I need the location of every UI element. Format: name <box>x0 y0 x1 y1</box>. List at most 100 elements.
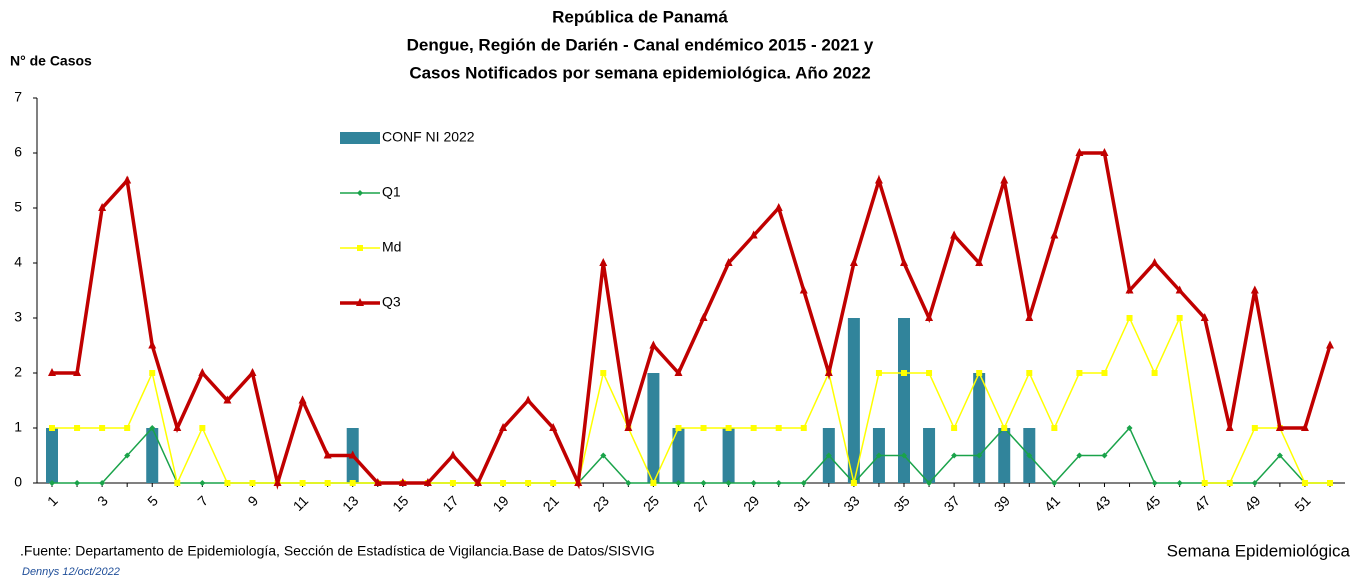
point <box>323 450 332 459</box>
x-tick-label: 17 <box>439 492 461 514</box>
point <box>1225 423 1234 431</box>
point <box>248 368 257 376</box>
point <box>650 480 657 486</box>
point <box>99 480 106 486</box>
point <box>1200 313 1209 321</box>
point <box>223 395 232 404</box>
legend-swatch <box>340 132 380 144</box>
x-tick-label: 35 <box>890 492 912 514</box>
bar <box>973 373 986 483</box>
point <box>900 258 908 266</box>
line <box>52 315 1330 486</box>
point <box>1251 480 1258 486</box>
point <box>373 478 382 486</box>
point <box>1301 480 1308 486</box>
point <box>224 480 231 486</box>
point <box>901 452 907 459</box>
x-tick-label: 13 <box>339 492 361 514</box>
point <box>273 478 282 486</box>
point <box>799 285 808 294</box>
point <box>600 370 607 376</box>
point <box>148 340 157 349</box>
point <box>774 203 783 211</box>
point <box>700 480 707 486</box>
point <box>550 480 557 486</box>
legend-label: CONF NI 2022 <box>382 129 475 145</box>
point <box>357 245 363 251</box>
bar <box>898 318 910 483</box>
point <box>74 480 81 486</box>
point <box>357 190 363 196</box>
point <box>700 425 707 431</box>
bar <box>647 373 660 483</box>
legend-label: Q3 <box>382 294 401 310</box>
bar <box>672 428 685 483</box>
point <box>99 425 106 431</box>
point <box>149 370 156 376</box>
legend-label: Q1 <box>382 184 401 200</box>
point <box>298 395 307 404</box>
point <box>1150 258 1159 266</box>
x-tick-label: 1 <box>44 492 61 509</box>
point <box>1300 423 1309 431</box>
point <box>423 478 432 486</box>
point <box>951 452 958 459</box>
x-tick-label: 3 <box>94 492 111 509</box>
x-tick-label: 9 <box>244 492 261 509</box>
x-tick-label: 15 <box>389 492 411 514</box>
x-tick-label: 43 <box>1091 492 1113 514</box>
x-tick-label: 7 <box>194 492 211 509</box>
point <box>124 452 131 459</box>
x-tick-label: 49 <box>1241 492 1263 514</box>
point <box>1050 230 1059 239</box>
point <box>875 452 882 459</box>
legend-label: Md <box>382 239 401 255</box>
point <box>1101 452 1108 459</box>
point <box>1026 452 1033 459</box>
y-tick-label: 7 <box>14 89 22 105</box>
source: .Fuente: Departamento de Epidemiología, … <box>20 543 655 559</box>
point <box>775 480 782 486</box>
point <box>48 368 56 376</box>
y-tick-label: 0 <box>14 474 22 490</box>
point <box>49 425 55 431</box>
point <box>524 395 533 404</box>
point <box>49 480 55 486</box>
y-tick-label: 6 <box>14 144 22 160</box>
x-tick-label: 19 <box>489 492 511 514</box>
point <box>1001 425 1008 431</box>
point <box>1000 175 1009 184</box>
point <box>199 480 206 486</box>
x-tick-label: 47 <box>1191 492 1213 514</box>
point <box>199 425 206 431</box>
point <box>448 450 457 459</box>
point <box>1250 285 1259 294</box>
point <box>624 423 633 431</box>
x-tick-label: 33 <box>840 492 862 514</box>
point <box>124 425 131 431</box>
bar <box>46 428 58 483</box>
point <box>1176 480 1183 486</box>
point <box>349 480 356 486</box>
point <box>98 203 107 211</box>
line <box>52 426 1330 485</box>
point <box>901 370 907 376</box>
point <box>625 480 632 486</box>
point <box>725 480 732 486</box>
x-tick-label: 37 <box>941 492 963 514</box>
point <box>1125 285 1134 294</box>
point <box>198 368 207 376</box>
chart-title: República de Panamá <box>552 7 728 26</box>
line <box>52 151 1332 490</box>
point <box>951 425 958 431</box>
bar <box>146 428 159 483</box>
point <box>1101 370 1108 376</box>
point <box>750 425 757 431</box>
bar <box>847 318 860 483</box>
point <box>800 480 807 486</box>
point <box>1126 425 1133 431</box>
point <box>1326 340 1334 349</box>
point <box>549 423 558 431</box>
x-tick-label: 41 <box>1041 492 1063 514</box>
